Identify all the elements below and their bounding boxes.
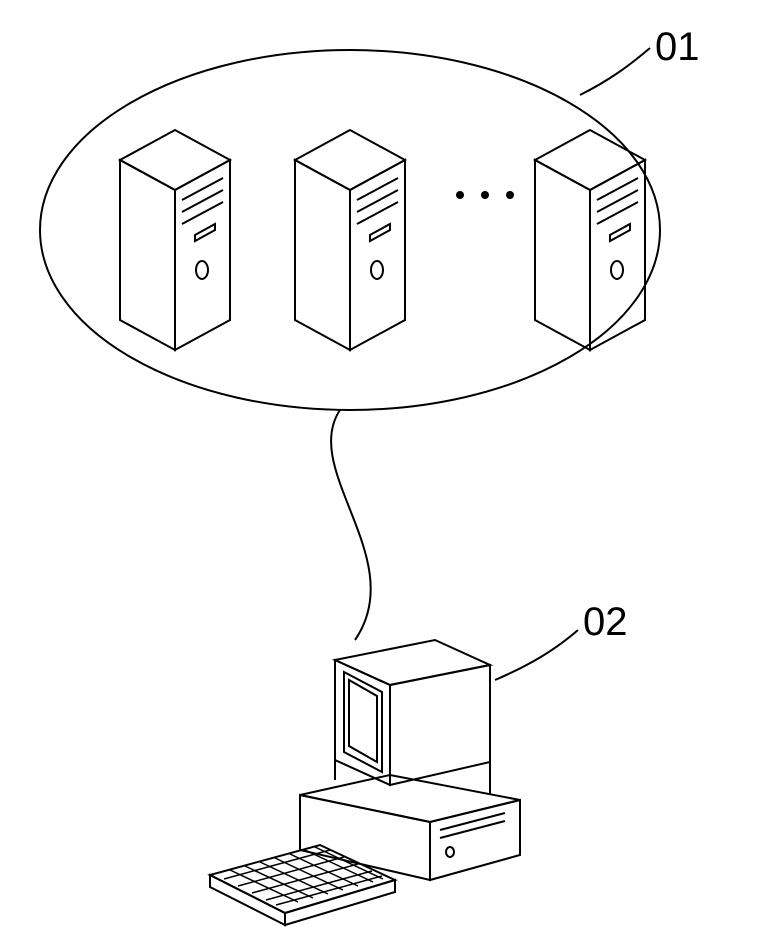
diagram-root: 01 02 xyxy=(0,0,768,937)
connection-curve xyxy=(331,410,371,640)
server-1 xyxy=(120,130,230,350)
label-01: 01 xyxy=(655,25,700,70)
callout-02-curve xyxy=(495,630,578,680)
client-computer xyxy=(210,640,520,925)
diagram-svg xyxy=(0,0,768,937)
ellipsis-icon xyxy=(456,191,514,199)
label-02: 02 xyxy=(583,600,628,645)
server-3 xyxy=(535,130,645,350)
server-2 xyxy=(295,130,405,350)
callout-01-curve xyxy=(580,48,650,95)
